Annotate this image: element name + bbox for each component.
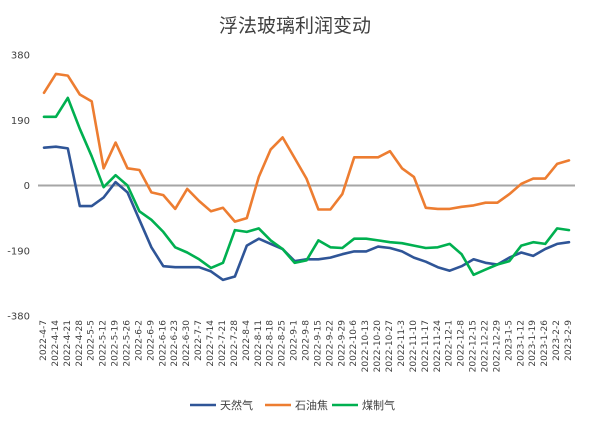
legend-label-1: 石油焦 [295,398,328,412]
y-tick-label: 380 [11,51,30,62]
x-tick-label: 2022-5-5 [87,320,97,361]
x-tick-label: 2022-7-28 [230,320,240,367]
x-tick-label: 2022-8-18 [266,320,276,367]
x-tick-label: 2022-7-7 [194,320,204,361]
y-tick-label: 190 [11,116,30,127]
x-tick-label: 2023-2-2 [552,320,562,361]
x-tick-label: 2022-4-7 [39,320,49,361]
x-tick-label: 2022-10-20 [373,320,383,373]
x-tick-label: 2022-5-12 [99,320,109,367]
x-tick-label: 2022-6-2 [134,320,144,361]
x-tick-label: 2022-12-22 [481,320,491,372]
y-tick-label: -190 [7,246,30,257]
x-tick-label: 2022-9-29 [337,320,347,367]
x-tick-label: 2022-9-1 [290,320,300,361]
x-tick-label: 2023-1-12 [516,320,526,367]
x-tick-label: 2022-6-16 [158,320,168,367]
x-tick-label: 2022-8-25 [278,320,288,367]
y-tick-label: -380 [7,312,30,323]
x-tick-label: 2022-12-1 [445,320,455,367]
legend-label-0: 天然气 [220,398,253,412]
x-tick-label: 2022-5-26 [123,320,133,367]
x-tick-label: 2022-7-21 [218,320,228,367]
x-tick-label: 2022-11-10 [409,320,419,373]
series-line-2 [42,96,571,277]
x-tick-label: 2022-6-30 [182,320,192,367]
x-tick-label: 2022-6-23 [170,320,180,367]
x-tick-label: 2022-8-11 [254,320,264,367]
x-tick-label: 2023-1-19 [528,320,538,367]
x-tick-label: 2022-10-6 [349,320,359,367]
chart-title: 浮法玻璃利润变动 [219,15,371,37]
x-tick-label: 2022-10-27 [385,320,395,372]
x-tick-label: 2022-10-13 [361,320,371,372]
series-lines [42,72,571,282]
x-tick-label: 2022-11-17 [421,320,431,372]
x-tick-label: 2022-12-8 [457,320,467,367]
x-tick-label: 2023-1-26 [540,320,550,367]
legend-label-2: 煤制气 [362,398,395,412]
y-tick-label: 0 [24,181,30,192]
x-tick-label: 2022-6-9 [146,320,156,361]
x-tick-label: 2022-4-28 [75,320,85,367]
x-tick-label: 2022-9-22 [325,320,335,367]
x-tick-label: 2022-5-19 [111,320,121,367]
x-tick-label: 2022-12-29 [492,320,502,373]
x-tick-label: 2022-4-21 [63,320,73,367]
x-tick-label: 2022-9-15 [313,320,323,367]
x-tick-label: 2022-9-8 [302,320,312,361]
x-tick-label: 2022-11-24 [433,320,443,373]
x-tick-label: 2022-11-3 [397,320,407,367]
legend: 天然气 石油焦 煤制气 [190,398,395,412]
x-tick-label: 2023-1-5 [504,320,514,361]
x-tick-label: 2022-12-15 [469,320,479,372]
x-tick-label: 2022-4-14 [51,320,61,367]
y-axis: 380 190 0 -190 -380 [7,51,30,323]
x-tick-label: 2023-2-9 [564,320,574,361]
x-axis: 2022-4-7 2022-4-14 2022-4-21 2022-4-28 2022-… [39,320,574,373]
x-tick-label: 2022-7-14 [206,320,216,367]
series-line-1 [42,72,571,223]
x-tick-label: 2022-8-4 [242,320,252,361]
